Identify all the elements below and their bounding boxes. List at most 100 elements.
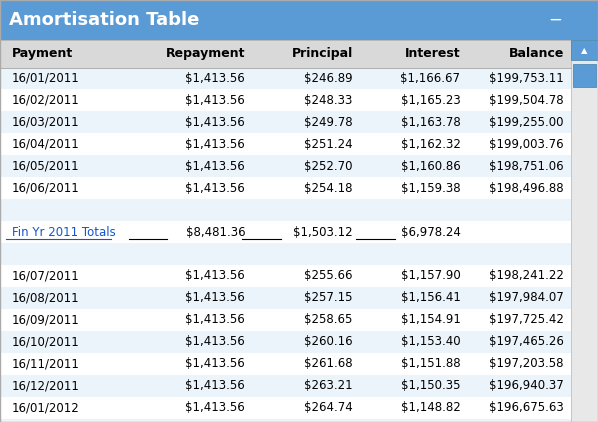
Text: −: −: [548, 11, 562, 29]
Text: $197,725.42: $197,725.42: [489, 314, 564, 326]
Text: 16/06/2011: 16/06/2011: [12, 182, 80, 195]
Text: $8,481.36: $8,481.36: [185, 226, 245, 238]
Text: Amortisation Table: Amortisation Table: [9, 11, 199, 29]
Text: $260.16: $260.16: [304, 335, 353, 348]
Bar: [571, 40, 598, 60]
Text: $198,751.06: $198,751.06: [489, 160, 564, 173]
Text: 16/11/2011: 16/11/2011: [12, 357, 80, 370]
Text: $246.89: $246.89: [304, 72, 353, 85]
Text: $252.70: $252.70: [304, 160, 353, 173]
Text: $1,413.56: $1,413.56: [185, 357, 245, 370]
Bar: [0, 243, 571, 265]
Text: $257.15: $257.15: [304, 292, 353, 304]
Text: $1,413.56: $1,413.56: [185, 292, 245, 304]
Bar: [0, 397, 571, 419]
Text: $1,413.56: $1,413.56: [185, 379, 245, 392]
Bar: [0, 375, 571, 397]
Text: 16/09/2011: 16/09/2011: [12, 314, 80, 326]
Text: $1,153.40: $1,153.40: [401, 335, 460, 348]
Text: $1,163.78: $1,163.78: [401, 116, 460, 129]
Bar: [0, 68, 571, 89]
Bar: [573, 64, 596, 87]
Text: $261.68: $261.68: [304, 357, 353, 370]
Text: ▲: ▲: [581, 46, 588, 55]
Text: Interest: Interest: [405, 47, 460, 60]
Text: $264.74: $264.74: [304, 401, 353, 414]
Bar: [0, 265, 571, 287]
Text: Payment: Payment: [12, 47, 73, 60]
Text: Balance: Balance: [508, 47, 564, 60]
Text: 16/02/2011: 16/02/2011: [12, 94, 80, 107]
Bar: [0, 353, 571, 375]
Text: $1,413.56: $1,413.56: [185, 116, 245, 129]
Text: 16/08/2011: 16/08/2011: [12, 292, 80, 304]
Text: $197,984.07: $197,984.07: [489, 292, 564, 304]
Text: Repayment: Repayment: [166, 47, 245, 60]
Text: $1,154.91: $1,154.91: [401, 314, 460, 326]
Text: $1,166.67: $1,166.67: [401, 72, 460, 85]
Text: $198,241.22: $198,241.22: [489, 270, 564, 282]
Text: 16/01/2012: 16/01/2012: [12, 401, 80, 414]
Text: $196,940.37: $196,940.37: [489, 379, 564, 392]
Text: $1,413.56: $1,413.56: [185, 160, 245, 173]
Bar: [0, 177, 571, 199]
Text: $198,496.88: $198,496.88: [489, 182, 564, 195]
Text: $1,165.23: $1,165.23: [401, 94, 460, 107]
Bar: [0, 89, 571, 111]
Text: $1,413.56: $1,413.56: [185, 182, 245, 195]
Text: $1,159.38: $1,159.38: [401, 182, 460, 195]
Text: 16/07/2011: 16/07/2011: [12, 270, 80, 282]
Text: 16/12/2011: 16/12/2011: [12, 379, 80, 392]
Bar: [571, 0, 598, 40]
Text: 16/05/2011: 16/05/2011: [12, 160, 80, 173]
Text: $1,413.56: $1,413.56: [185, 401, 245, 414]
Text: $1,162.32: $1,162.32: [401, 138, 460, 151]
Text: $254.18: $254.18: [304, 182, 353, 195]
Text: $199,255.00: $199,255.00: [489, 116, 564, 129]
Text: $199,504.78: $199,504.78: [489, 94, 564, 107]
Text: 16/04/2011: 16/04/2011: [12, 138, 80, 151]
Text: $1,151.88: $1,151.88: [401, 357, 460, 370]
Bar: [0, 309, 571, 331]
Text: $199,753.11: $199,753.11: [489, 72, 564, 85]
Text: $1,160.86: $1,160.86: [401, 160, 460, 173]
Bar: [571, 40, 598, 422]
Text: $251.24: $251.24: [304, 138, 353, 151]
Text: 16/03/2011: 16/03/2011: [12, 116, 80, 129]
Text: $199,003.76: $199,003.76: [489, 138, 564, 151]
Bar: [0, 419, 571, 422]
Text: $1,413.56: $1,413.56: [185, 270, 245, 282]
Text: $197,203.58: $197,203.58: [489, 357, 564, 370]
Bar: [0, 199, 571, 221]
Text: $1,503.12: $1,503.12: [293, 226, 353, 238]
Bar: [0, 221, 571, 243]
Bar: [0, 331, 571, 353]
Bar: [0, 0, 571, 40]
Text: $263.21: $263.21: [304, 379, 353, 392]
Text: $197,465.26: $197,465.26: [489, 335, 564, 348]
Text: Principal: Principal: [292, 47, 353, 60]
Text: 16/01/2011: 16/01/2011: [12, 72, 80, 85]
Text: $255.66: $255.66: [304, 270, 353, 282]
Text: $1,148.82: $1,148.82: [401, 401, 460, 414]
Text: $1,157.90: $1,157.90: [401, 270, 460, 282]
Text: $1,413.56: $1,413.56: [185, 72, 245, 85]
Text: 16/10/2011: 16/10/2011: [12, 335, 80, 348]
Text: $1,156.41: $1,156.41: [401, 292, 460, 304]
Bar: [0, 111, 571, 133]
Text: $258.65: $258.65: [304, 314, 353, 326]
Text: $248.33: $248.33: [304, 94, 353, 107]
Text: $1,413.56: $1,413.56: [185, 94, 245, 107]
Text: $1,413.56: $1,413.56: [185, 138, 245, 151]
Text: $6,978.24: $6,978.24: [401, 226, 460, 238]
Text: $1,413.56: $1,413.56: [185, 314, 245, 326]
Text: Fin Yr 2011 Totals: Fin Yr 2011 Totals: [12, 226, 115, 238]
Text: $249.78: $249.78: [304, 116, 353, 129]
Text: $196,675.63: $196,675.63: [489, 401, 564, 414]
Bar: [0, 155, 571, 177]
Bar: [0, 287, 571, 309]
Bar: [0, 133, 571, 155]
Text: $1,413.56: $1,413.56: [185, 335, 245, 348]
Bar: [0, 40, 571, 68]
Text: $1,150.35: $1,150.35: [401, 379, 460, 392]
